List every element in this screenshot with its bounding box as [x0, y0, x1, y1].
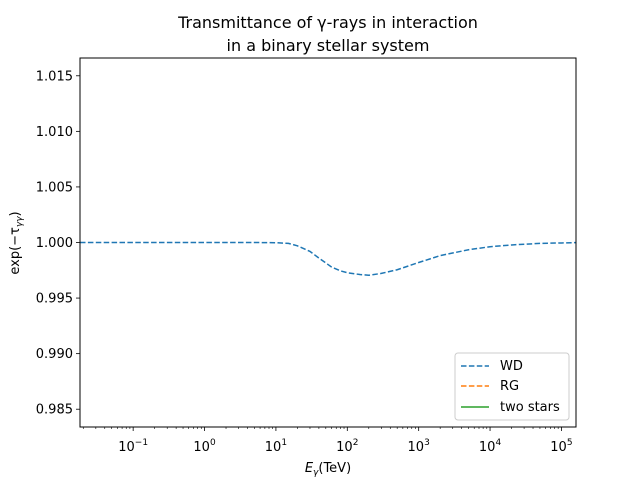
y-tick-label: 0.990	[36, 347, 73, 362]
legend-box	[454, 352, 570, 421]
y-axis-label: exp(−τγγ)	[8, 211, 25, 274]
x-axis-label: Eγ(TeV)	[305, 461, 351, 478]
plot-frame	[79, 57, 577, 428]
x-tick-label: 101	[265, 438, 287, 455]
y-tick-label: 1.000	[36, 236, 73, 251]
legend-label-wd: WD	[500, 359, 523, 374]
x-axis-ticks: 10−1 100 101 102 103 104 105	[82, 427, 573, 455]
series-line-1	[80, 241, 577, 277]
x-tick-label: 105	[550, 438, 572, 455]
legend-label-two-stars: two stars	[500, 400, 560, 415]
y-axis-ticks: 0.985 0.990 0.995 1.000 1.005 1.010 1.015	[36, 69, 80, 418]
y-tick-label: 1.005	[36, 180, 73, 195]
x-tick-label: 100	[193, 438, 216, 455]
legend: WD RG two stars	[454, 352, 570, 421]
x-tick-label: 104	[479, 438, 502, 455]
y-tick-label: 1.010	[36, 125, 73, 140]
x-tick-label: 102	[336, 438, 358, 455]
y-tick-label: 0.985	[36, 403, 73, 418]
chart-title-line-2: in a binary stellar system	[227, 36, 430, 55]
plot-series	[80, 241, 577, 277]
chart-title-line-1: Transmittance of γ-rays in interaction	[177, 13, 478, 32]
y-tick-label: 1.015	[36, 69, 73, 84]
x-tick-label: 10−1	[118, 438, 148, 455]
y-tick-label: 0.995	[36, 292, 73, 307]
x-tick-label: 103	[408, 438, 430, 455]
legend-label-rg: RG	[500, 379, 519, 394]
